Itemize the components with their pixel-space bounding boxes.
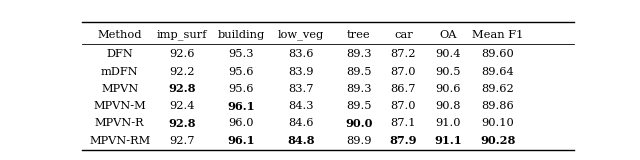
Text: 91.0: 91.0 — [435, 118, 461, 128]
Text: 84.8: 84.8 — [287, 135, 314, 146]
Text: 90.28: 90.28 — [480, 135, 515, 146]
Text: 90.0: 90.0 — [345, 118, 372, 129]
Text: 89.5: 89.5 — [346, 101, 371, 111]
Text: 92.7: 92.7 — [169, 136, 195, 146]
Text: 96.1: 96.1 — [227, 135, 255, 146]
Text: MPVN: MPVN — [101, 84, 138, 94]
Text: 89.5: 89.5 — [346, 67, 371, 77]
Text: MPVN-RM: MPVN-RM — [89, 136, 150, 146]
Text: imp_surf: imp_surf — [156, 29, 207, 40]
Text: 83.7: 83.7 — [288, 84, 314, 94]
Text: 96.0: 96.0 — [228, 118, 254, 128]
Text: 89.86: 89.86 — [481, 101, 514, 111]
Text: 83.6: 83.6 — [288, 49, 314, 59]
Text: 89.60: 89.60 — [481, 49, 514, 59]
Text: 92.6: 92.6 — [169, 49, 195, 59]
Text: 92.8: 92.8 — [168, 118, 195, 129]
Text: 95.6: 95.6 — [228, 67, 254, 77]
Text: 91.1: 91.1 — [434, 135, 462, 146]
Text: building: building — [218, 30, 265, 40]
Text: 87.0: 87.0 — [390, 101, 416, 111]
Text: 89.9: 89.9 — [346, 136, 371, 146]
Text: car: car — [394, 30, 413, 40]
Text: 87.1: 87.1 — [390, 118, 416, 128]
Text: 90.6: 90.6 — [435, 84, 461, 94]
Text: 89.3: 89.3 — [346, 84, 371, 94]
Text: 92.4: 92.4 — [169, 101, 195, 111]
Text: 90.4: 90.4 — [435, 49, 461, 59]
Text: 95.6: 95.6 — [228, 84, 254, 94]
Text: MPVN-M: MPVN-M — [93, 101, 146, 111]
Text: Mean F1: Mean F1 — [472, 30, 524, 40]
Text: 87.0: 87.0 — [390, 67, 416, 77]
Text: 89.62: 89.62 — [481, 84, 514, 94]
Text: 87.9: 87.9 — [390, 135, 417, 146]
Text: 92.2: 92.2 — [169, 67, 195, 77]
Text: 92.8: 92.8 — [168, 83, 195, 94]
Text: 84.6: 84.6 — [288, 118, 314, 128]
Text: mDFN: mDFN — [101, 67, 138, 77]
Text: 83.9: 83.9 — [288, 67, 314, 77]
Text: 84.3: 84.3 — [288, 101, 314, 111]
Text: 90.10: 90.10 — [481, 118, 514, 128]
Text: 95.3: 95.3 — [228, 49, 254, 59]
Text: 89.64: 89.64 — [481, 67, 514, 77]
Text: 87.2: 87.2 — [390, 49, 416, 59]
Text: 90.5: 90.5 — [435, 67, 461, 77]
Text: 86.7: 86.7 — [390, 84, 416, 94]
Text: DFN: DFN — [106, 49, 133, 59]
Text: 96.1: 96.1 — [227, 100, 255, 112]
Text: OA: OA — [439, 30, 457, 40]
Text: low_veg: low_veg — [278, 29, 324, 40]
Text: 89.3: 89.3 — [346, 49, 371, 59]
Text: tree: tree — [347, 30, 371, 40]
Text: 90.8: 90.8 — [435, 101, 461, 111]
Text: MPVN-R: MPVN-R — [95, 118, 145, 128]
Text: Method: Method — [97, 30, 142, 40]
